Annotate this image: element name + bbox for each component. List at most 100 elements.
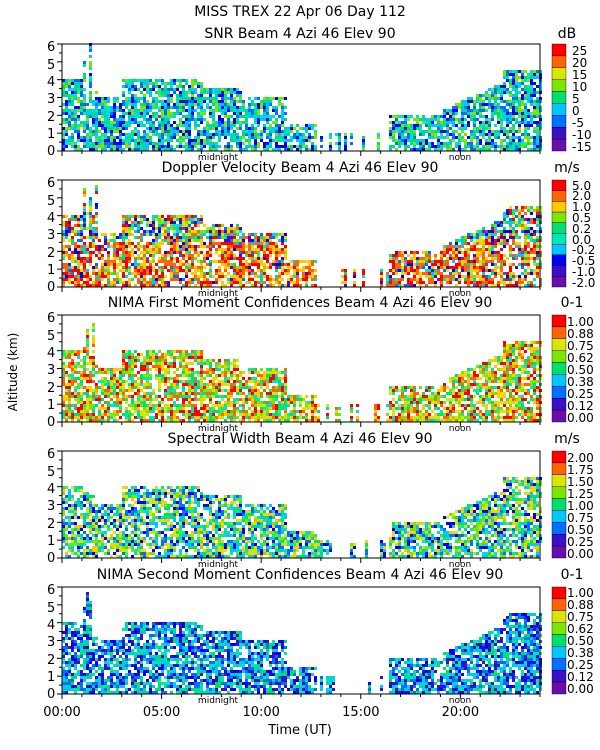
- heatmap-cell: [68, 224, 71, 227]
- heatmap-cell: [524, 224, 527, 227]
- heatmap-cell: [122, 148, 125, 151]
- heatmap-cell: [140, 368, 143, 371]
- heatmap-cell: [104, 260, 107, 263]
- heatmap-cell: [275, 109, 278, 112]
- heatmap-cell: [272, 248, 275, 251]
- heatmap-cell: [431, 275, 434, 278]
- heatmap-cell: [254, 130, 257, 133]
- heatmap-cell: [461, 121, 464, 124]
- heatmap-cell: [536, 112, 539, 115]
- heatmap-cell: [314, 133, 317, 136]
- heatmap-cell: [518, 130, 521, 133]
- heatmap-cell: [185, 266, 188, 269]
- heatmap-cell: [149, 269, 152, 272]
- heatmap-cell: [176, 356, 179, 359]
- heatmap-cell: [536, 206, 539, 209]
- heatmap-cell: [494, 233, 497, 236]
- heatmap-cell: [509, 73, 512, 76]
- heatmap-cell: [89, 263, 92, 266]
- heatmap-cell: [149, 91, 152, 94]
- heatmap-cell: [95, 130, 98, 133]
- heatmap-cell: [71, 365, 74, 368]
- heatmap-cell: [434, 130, 437, 133]
- heatmap-cell: [452, 275, 455, 278]
- heatmap-cell: [473, 260, 476, 263]
- heatmap-cell: [158, 85, 161, 88]
- heatmap-cell: [377, 142, 380, 145]
- heatmap-cell: [158, 413, 161, 416]
- heatmap-cell: [398, 124, 401, 127]
- heatmap-cell: [176, 374, 179, 377]
- heatmap-cell: [173, 356, 176, 359]
- heatmap-cell: [158, 215, 161, 218]
- heatmap-cell: [170, 88, 173, 91]
- heatmap-cell: [254, 97, 257, 100]
- heatmap-cell: [236, 266, 239, 269]
- heatmap-cell: [137, 398, 140, 401]
- heatmap-cell: [455, 248, 458, 251]
- heatmap-cell: [236, 257, 239, 260]
- heatmap-cell: [524, 254, 527, 257]
- heatmap-cell: [506, 76, 509, 79]
- heatmap-cell: [152, 230, 155, 233]
- heatmap-cell: [281, 133, 284, 136]
- heatmap-cell: [449, 242, 452, 245]
- heatmap-cell: [401, 121, 404, 124]
- heatmap-cell: [173, 350, 176, 353]
- heatmap-cell: [137, 353, 140, 356]
- heatmap-cell: [182, 365, 185, 368]
- heatmap-cell: [62, 401, 65, 404]
- heatmap-cell: [413, 139, 416, 142]
- heatmap-cell: [164, 230, 167, 233]
- heatmap-cell: [107, 251, 110, 254]
- heatmap-cell: [467, 266, 470, 269]
- heatmap-cell: [71, 395, 74, 398]
- heatmap-cell: [434, 118, 437, 121]
- heatmap-cell: [458, 248, 461, 251]
- heatmap-cell: [287, 148, 290, 151]
- heatmap-cell: [314, 284, 317, 287]
- heatmap-cell: [104, 115, 107, 118]
- heatmap-cell: [188, 416, 191, 419]
- heatmap-cell: [536, 242, 539, 245]
- heatmap-cell: [428, 130, 431, 133]
- heatmap-cell: [344, 278, 347, 281]
- heatmap-cell: [86, 281, 89, 284]
- heatmap-cell: [305, 124, 308, 127]
- heatmap-cell: [71, 371, 74, 374]
- heatmap-cell: [134, 224, 137, 227]
- heatmap-cell: [167, 410, 170, 413]
- heatmap-cell: [338, 142, 341, 145]
- heatmap-cell: [89, 233, 92, 236]
- heatmap-cell: [488, 236, 491, 239]
- heatmap-cell: [503, 109, 506, 112]
- heatmap-cell: [197, 383, 200, 386]
- heatmap-cell: [512, 209, 515, 212]
- heatmap-cell: [131, 115, 134, 118]
- heatmap-cell: [203, 257, 206, 260]
- heatmap-cell: [227, 115, 230, 118]
- heatmap-cell: [428, 251, 431, 254]
- heatmap-cell: [527, 260, 530, 263]
- heatmap-cell: [86, 386, 89, 389]
- heatmap-cell: [134, 121, 137, 124]
- heatmap-cell: [92, 374, 95, 377]
- heatmap-cell: [164, 127, 167, 130]
- heatmap-cell: [125, 413, 128, 416]
- heatmap-cell: [191, 109, 194, 112]
- heatmap-cell: [482, 248, 485, 251]
- heatmap-cell: [467, 112, 470, 115]
- heatmap-cell: [311, 148, 314, 151]
- heatmap-cell: [170, 248, 173, 251]
- heatmap-cell: [194, 233, 197, 236]
- heatmap-cell: [83, 386, 86, 389]
- heatmap-cell: [290, 260, 293, 263]
- heatmap-cell: [113, 371, 116, 374]
- heatmap-cell: [428, 269, 431, 272]
- heatmap-cell: [377, 133, 380, 136]
- heatmap-cell: [209, 230, 212, 233]
- heatmap-cell: [473, 275, 476, 278]
- heatmap-cell: [293, 272, 296, 275]
- heatmap-cell: [143, 124, 146, 127]
- heatmap-cell: [128, 121, 131, 124]
